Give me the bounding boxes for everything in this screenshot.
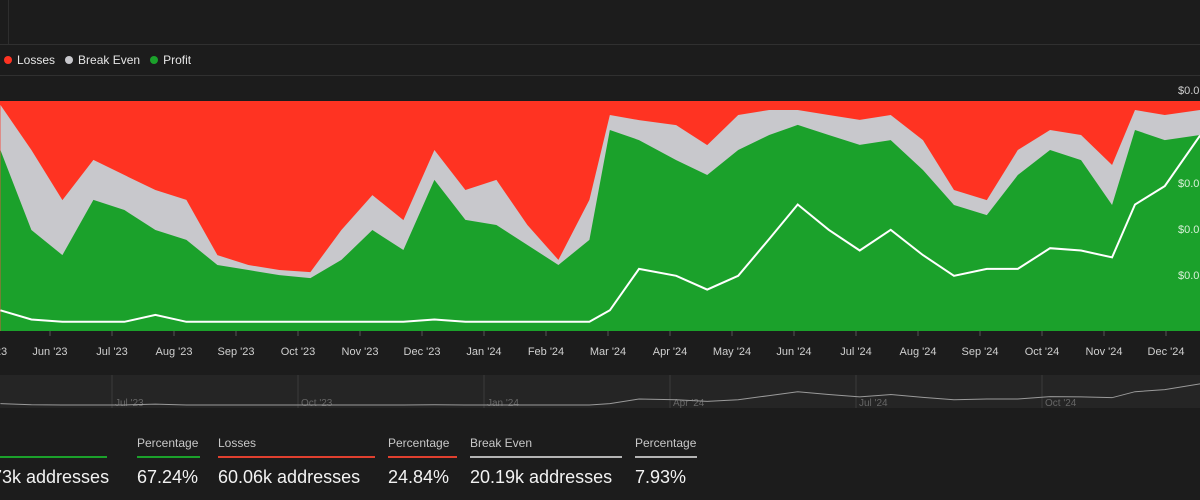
x-tick-label: Sep '23 [218, 346, 255, 358]
price-line [0, 134, 1200, 323]
stat-bar [0, 456, 107, 458]
navigator-tick-label: Jul '24 [859, 398, 888, 409]
stat-bar [470, 456, 622, 458]
profit-area [0, 124, 1200, 331]
stat-profit-addresses: 73k addresses [0, 436, 110, 488]
stat-value: 7.93% [635, 467, 687, 487]
navigator-tick-label: Oct '23 [301, 398, 333, 409]
legend-label: Profit [163, 53, 192, 67]
losses-dot-icon [4, 56, 12, 64]
stat-label: Percentage [388, 436, 450, 450]
x-tick-label: Feb '24 [528, 346, 564, 358]
legend-label: Break Even [78, 53, 141, 67]
stat-label: Losses [218, 436, 257, 450]
y-axis-label: $0.0 [1178, 178, 1199, 190]
x-tick-label: Oct '24 [1025, 346, 1060, 358]
stat-losses-percentage: Percentage 24.84% [388, 436, 457, 488]
legend-item-break-even[interactable]: Break Even [65, 53, 140, 67]
stat-label: Break Even [470, 436, 533, 450]
x-tick-label: Dec '24 [1148, 346, 1185, 358]
x-tick-label: Nov '23 [342, 346, 379, 358]
x-tick-label: Aug '23 [156, 346, 193, 358]
stat-losses-addresses: Losses 60.06k addresses [218, 436, 375, 488]
top-toolbar [0, 0, 1200, 45]
stat-label [0, 436, 107, 452]
stat-label: Percentage [137, 436, 199, 450]
x-tick-label: Apr '24 [653, 346, 688, 358]
x-tick-label: Oct '23 [281, 346, 316, 358]
navigator [0, 375, 1200, 408]
stat-value: 67.24% [137, 467, 199, 487]
navigator-price-line [0, 383, 1200, 406]
stat-bar [137, 456, 200, 458]
navigator-tick-label: Jul '23 [115, 398, 144, 409]
stat-value: 24.84% [388, 467, 450, 487]
divider [8, 0, 9, 44]
profit-dot-icon [150, 56, 159, 64]
x-tick-label: Jun '24 [776, 346, 811, 358]
legend-item-losses[interactable]: Losses [4, 53, 55, 67]
y-axis-label: $0.0 [1178, 270, 1199, 282]
stat-profit-percentage: Percentage 67.24% [137, 436, 200, 488]
stat-break-even-addresses: Break Even 20.19k addresses [470, 436, 622, 488]
x-tick-label: Dec '23 [404, 346, 441, 358]
x-tick-label: May '24 [713, 346, 751, 358]
legend-label: Losses [17, 53, 56, 67]
stat-bar [218, 456, 375, 458]
x-tick-label: Jul '23 [96, 346, 127, 358]
navigator-tick-label: Oct '24 [1045, 398, 1077, 409]
x-tick-label: Jul '24 [840, 346, 871, 358]
y-axis-label: $0.0 [1178, 224, 1199, 236]
y-axis-label: $0.0 [1178, 85, 1199, 97]
stat-break-even-percentage: Percentage 7.93% [635, 436, 697, 488]
x-tick-label: Jun '23 [32, 346, 67, 358]
x-axis-band [0, 331, 1200, 375]
break-even-dot-icon [65, 56, 74, 64]
navigator-tick-label: Apr '24 [673, 398, 705, 409]
profit-loss-chart[interactable]: $0.0 $0.0 $0.0 $0.0 May '23 Jun '23 Jul '23 Aug… [0, 80, 1200, 420]
x-tick-label: May '23 [0, 346, 7, 358]
chart-legend: Losses Break Even Profit [0, 45, 1200, 76]
stat-bar [388, 456, 457, 458]
stat-value: 60.06k addresses [218, 467, 361, 487]
x-tick-label: Mar '24 [590, 346, 626, 358]
stat-label: Percentage [635, 436, 697, 450]
x-tick-label: Jan '24 [466, 346, 501, 358]
navigator-tick-label: Jan '24 [487, 398, 519, 409]
x-tick-label: Nov '24 [1086, 346, 1123, 358]
legend-item-profit[interactable]: Profit [150, 53, 191, 67]
stat-value: 20.19k addresses [470, 467, 613, 487]
x-tick-label: Aug '24 [900, 346, 937, 358]
x-tick-label: Sep '24 [962, 346, 999, 358]
stat-bar [635, 456, 697, 458]
stat-value: 73k addresses [0, 467, 110, 487]
